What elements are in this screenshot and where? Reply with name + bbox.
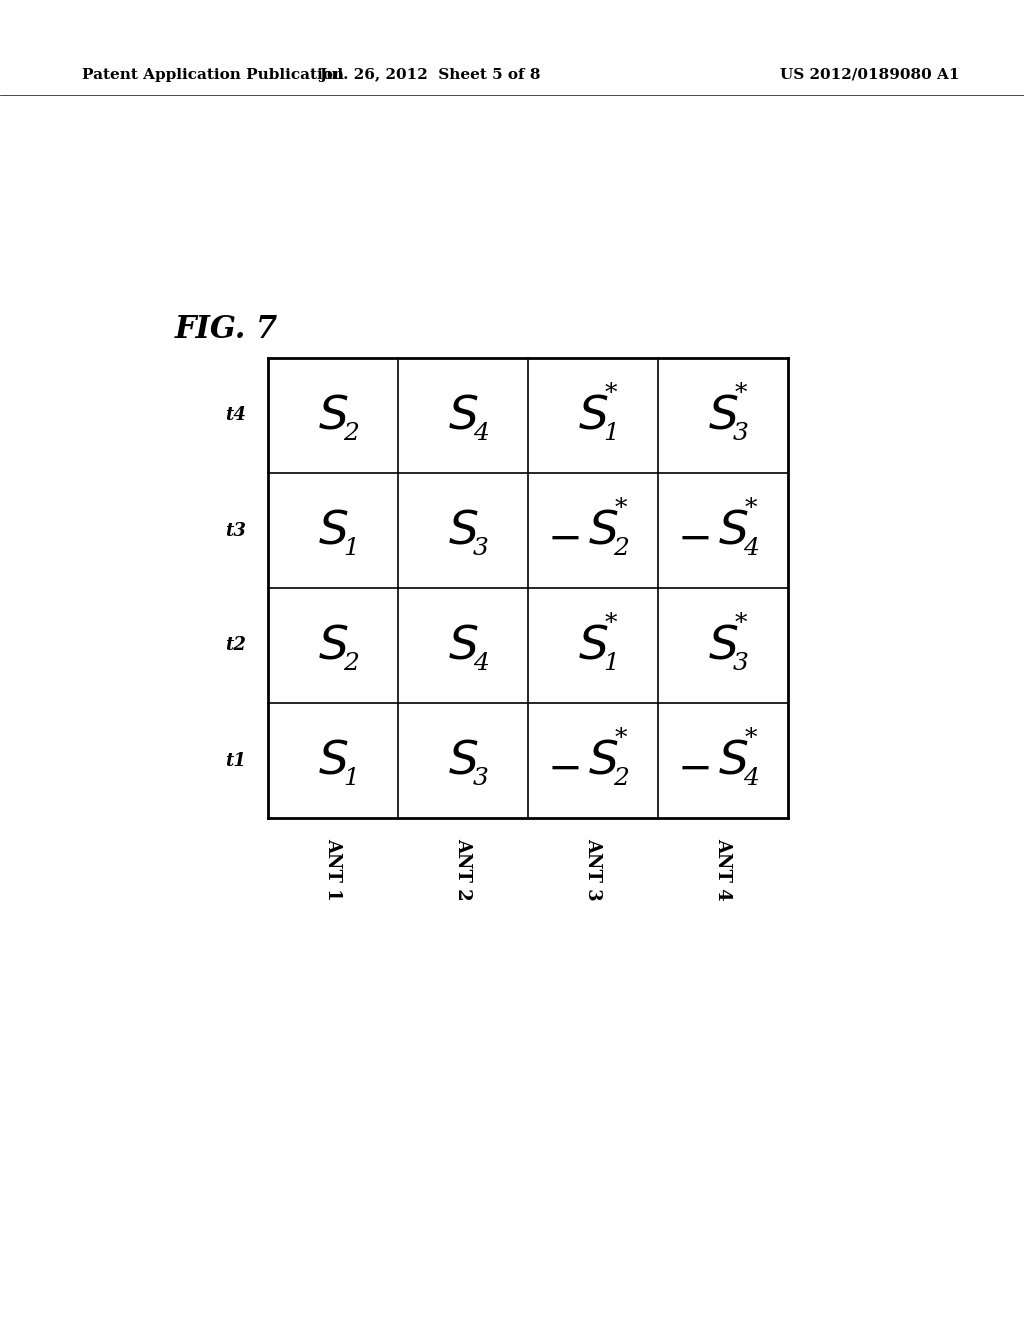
- Text: 3: 3: [733, 422, 749, 445]
- Text: 2: 2: [343, 422, 359, 445]
- Text: *: *: [605, 381, 617, 405]
- Text: $\it{S}$: $\it{S}$: [317, 738, 348, 783]
- Text: 3: 3: [473, 537, 488, 560]
- Text: 4: 4: [473, 422, 488, 445]
- Text: $\it{S}$: $\it{S}$: [447, 508, 478, 553]
- Text: −: −: [548, 517, 583, 560]
- Text: ANT 3: ANT 3: [584, 838, 602, 900]
- Text: $\it{S}$: $\it{S}$: [578, 623, 608, 668]
- Text: ANT 1: ANT 1: [324, 838, 342, 900]
- Text: Patent Application Publication: Patent Application Publication: [82, 69, 344, 82]
- Text: *: *: [614, 498, 628, 520]
- Text: −: −: [678, 517, 713, 560]
- Text: *: *: [735, 612, 748, 635]
- Text: *: *: [744, 727, 758, 750]
- Text: *: *: [744, 498, 758, 520]
- Text: $\it{S}$: $\it{S}$: [317, 623, 348, 668]
- Text: $\it{S}$: $\it{S}$: [588, 508, 618, 553]
- Text: *: *: [605, 612, 617, 635]
- Text: 4: 4: [743, 537, 759, 560]
- Text: 3: 3: [733, 652, 749, 675]
- Text: *: *: [735, 381, 748, 405]
- Text: 1: 1: [343, 767, 359, 789]
- Text: $\it{S}$: $\it{S}$: [588, 738, 618, 783]
- Text: Jul. 26, 2012  Sheet 5 of 8: Jul. 26, 2012 Sheet 5 of 8: [319, 69, 541, 82]
- Text: 1: 1: [343, 537, 359, 560]
- Text: 4: 4: [473, 652, 488, 675]
- Text: −: −: [678, 747, 713, 789]
- Text: US 2012/0189080 A1: US 2012/0189080 A1: [780, 69, 959, 82]
- Text: *: *: [614, 727, 628, 750]
- Text: 1: 1: [603, 652, 618, 675]
- Text: $\it{S}$: $\it{S}$: [718, 738, 749, 783]
- Text: ANT 2: ANT 2: [454, 838, 472, 900]
- Text: $\it{S}$: $\it{S}$: [447, 393, 478, 438]
- Text: 2: 2: [613, 537, 629, 560]
- Text: 4: 4: [743, 767, 759, 789]
- Text: 3: 3: [473, 767, 488, 789]
- Text: −: −: [548, 747, 583, 789]
- Text: 1: 1: [603, 422, 618, 445]
- Text: t3: t3: [225, 521, 246, 540]
- Text: $\it{S}$: $\it{S}$: [718, 508, 749, 553]
- Text: 2: 2: [343, 652, 359, 675]
- Text: 2: 2: [613, 767, 629, 789]
- Text: $\it{S}$: $\it{S}$: [317, 508, 348, 553]
- Text: $\it{S}$: $\it{S}$: [708, 393, 738, 438]
- Text: $\it{S}$: $\it{S}$: [317, 393, 348, 438]
- Text: $\it{S}$: $\it{S}$: [447, 738, 478, 783]
- Text: $\it{S}$: $\it{S}$: [708, 623, 738, 668]
- Text: FIG. 7: FIG. 7: [175, 314, 279, 346]
- Text: $\it{S}$: $\it{S}$: [578, 393, 608, 438]
- Text: $\it{S}$: $\it{S}$: [447, 623, 478, 668]
- Text: t2: t2: [225, 636, 246, 655]
- Text: t4: t4: [225, 407, 246, 425]
- Text: t1: t1: [225, 751, 246, 770]
- Text: ANT 4: ANT 4: [714, 838, 732, 900]
